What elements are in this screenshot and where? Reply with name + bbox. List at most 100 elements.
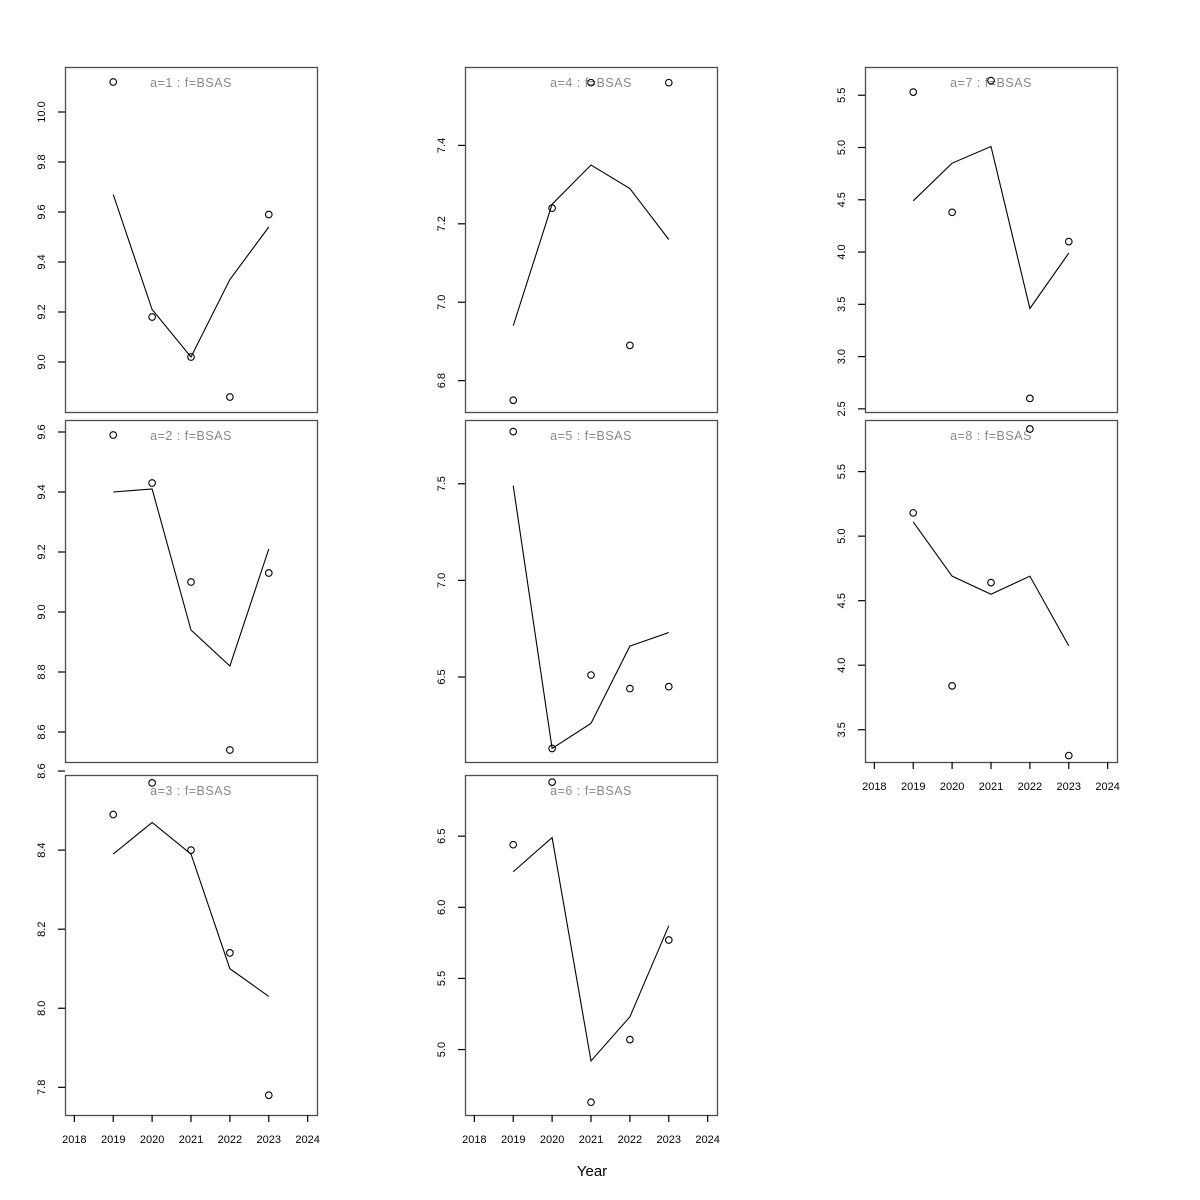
data-point-a8-2022 xyxy=(1026,425,1034,433)
data-point-a2-2022 xyxy=(226,746,234,754)
panel-a1: a=1 : f=BSAS 9.0 9.2 9.4 9.6 9.8 10.0 xyxy=(36,66,319,414)
data-point-a6-2021 xyxy=(587,1098,595,1107)
data-point-a3-2021 xyxy=(187,846,195,854)
panel-border xyxy=(864,66,1119,414)
y-tick-label: 2.5 xyxy=(836,401,848,416)
panel-a4: a=4 : f=BSAS 6.8 7.0 7.2 7.4 xyxy=(436,66,719,414)
y-tick-label: 9.2 xyxy=(36,544,48,559)
y-tick-label: 8.2 xyxy=(36,922,48,937)
fit-line xyxy=(912,145,1070,310)
y-tick-label: 7.0 xyxy=(436,573,448,588)
data-point-a5-2020 xyxy=(548,744,556,753)
y-tick-label: 9.6 xyxy=(36,204,48,219)
data-point-a3-2020 xyxy=(148,779,156,787)
panel-title: a=7 : f=BSAS xyxy=(950,76,1032,90)
data-point-a3-2019 xyxy=(109,810,118,819)
data-point-a7-2019 xyxy=(909,88,918,96)
data-point-a8-2023 xyxy=(1064,751,1073,760)
y-tick-label: 9.4 xyxy=(36,484,48,499)
data-point-a6-2019 xyxy=(509,840,518,849)
x-tick-label: 2022 xyxy=(218,1134,242,1146)
fit-line xyxy=(113,488,270,667)
data-point-a6-2020 xyxy=(548,778,556,786)
y-tick-label: 7.8 xyxy=(36,1080,48,1095)
y-tick-label: 9.6 xyxy=(36,424,48,439)
data-point-a1-2021 xyxy=(187,353,195,361)
data-point-a8-2019 xyxy=(909,509,918,517)
data-point-a3-2022 xyxy=(226,949,234,957)
data-point-a6-2022 xyxy=(626,1035,634,1044)
data-point-a2-2021 xyxy=(187,578,195,586)
panel-title: a=8 : f=BSAS xyxy=(950,429,1032,443)
y-tick-label: 7.2 xyxy=(436,216,448,231)
x-tick-label: 2024 xyxy=(295,1134,319,1146)
y-tick-label: 7.4 xyxy=(436,138,448,153)
data-point-a1-2023 xyxy=(264,210,273,219)
y-tick-label: 4.0 xyxy=(836,658,848,673)
x-tick-label: 2021 xyxy=(179,1134,203,1146)
y-tick-label: 3.5 xyxy=(836,722,848,737)
data-point-a7-2022 xyxy=(1026,394,1034,403)
panel-border xyxy=(64,66,319,414)
x-tick-label: 2018 xyxy=(62,1134,86,1146)
panel-border xyxy=(864,419,1119,764)
data-point-a3-2023 xyxy=(264,1091,273,1100)
x-tick-label: 2020 xyxy=(540,1134,564,1146)
y-tick-label: 9.4 xyxy=(36,254,48,269)
y-tick-label: 8.4 xyxy=(36,842,48,857)
panel-a6: a=6 : f=BSAS 5.0 5.5 6.0 6.5 2018 2019 2020 2021… xyxy=(436,774,720,1146)
y-tick-label: 9.0 xyxy=(36,354,48,369)
y-tick-label: 3.5 xyxy=(836,297,848,312)
data-point-a4-2021 xyxy=(587,78,595,87)
fit-line xyxy=(112,194,270,359)
panel-a3: a=3 : f=BSAS 7.8 8.0 8.2 8.4 8.6 2018 2019 2020 2… xyxy=(36,763,320,1146)
data-point-a4-2019 xyxy=(509,396,518,405)
panel-border xyxy=(64,419,319,764)
y-tick-label: 10.0 xyxy=(36,101,48,122)
y-tick-label: 9.8 xyxy=(36,154,48,169)
data-point-a8-2021 xyxy=(987,578,995,587)
x-tick-label: 2021 xyxy=(579,1134,603,1146)
fit-line xyxy=(512,836,670,1063)
data-point-a1-2020 xyxy=(148,313,156,321)
y-tick-label: 7.0 xyxy=(436,295,448,310)
x-tick-label: 2018 xyxy=(862,781,886,793)
x-tick-label: 2024 xyxy=(1095,781,1119,793)
fit-line xyxy=(512,485,669,750)
y-tick-label: 4.0 xyxy=(836,244,848,259)
y-tick-label: 8.0 xyxy=(36,1001,48,1016)
data-point-a4-2020 xyxy=(548,204,556,212)
y-tick-label: 6.5 xyxy=(436,669,448,684)
panel-title: a=1 : f=BSAS xyxy=(150,76,232,90)
fit-line xyxy=(112,821,270,997)
data-point-a7-2021 xyxy=(987,76,995,85)
y-tick-label: 5.0 xyxy=(436,1042,448,1057)
data-point-a4-2023 xyxy=(664,78,673,87)
x-tick-label: 2021 xyxy=(979,781,1003,793)
x-tick-label: 2022 xyxy=(618,1134,642,1146)
data-point-a5-2019 xyxy=(509,427,518,436)
y-tick-label: 7.5 xyxy=(436,476,448,491)
panel-title: a=3 : f=BSAS xyxy=(150,784,232,798)
x-tick-label: 2020 xyxy=(940,781,964,793)
x-tick-label: 2019 xyxy=(101,1134,125,1146)
data-point-a8-2020 xyxy=(948,682,956,690)
data-point-a7-2023 xyxy=(1064,237,1073,246)
y-tick-label: 6.5 xyxy=(436,829,448,844)
fit-line xyxy=(912,521,1070,647)
data-point-a5-2022 xyxy=(626,684,634,693)
y-tick-label: 6.8 xyxy=(436,373,448,388)
panel-border xyxy=(464,419,719,764)
y-tick-label: 5.5 xyxy=(836,88,848,103)
panel-title: a=2 : f=BSAS xyxy=(150,429,232,443)
panel-a7: a=7 : f=BSAS 2.5 3.0 3.5 4.0 4.5 5.0 5.5 xyxy=(836,66,1119,417)
data-point-a2-2023 xyxy=(264,569,273,577)
y-tick-label: 8.8 xyxy=(36,664,48,679)
fit-line xyxy=(512,164,670,326)
panel-a5: a=5 : f=BSAS 6.5 7.0 7.5 xyxy=(436,419,719,764)
data-point-a5-2023 xyxy=(664,682,673,691)
y-tick-label: 5.0 xyxy=(836,529,848,544)
panel-a2: a=2 : f=BSAS 8.6 8.8 9.0 9.2 9.4 9.6 xyxy=(36,419,319,764)
